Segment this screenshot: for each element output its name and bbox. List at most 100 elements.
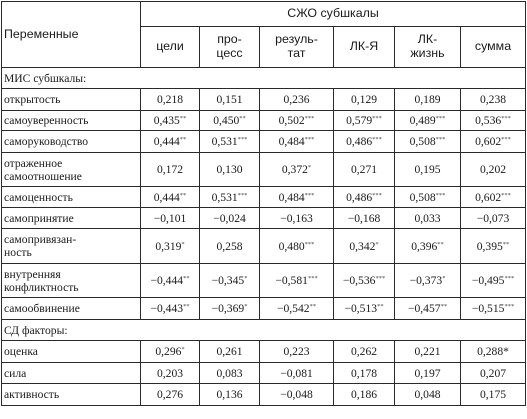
cell-value: 0,197	[414, 366, 441, 380]
cell-value: −0,048	[280, 388, 313, 401]
cell-value: 0,223	[283, 345, 310, 358]
significance-mark: ***	[504, 303, 515, 310]
row-label: саморуководство	[1, 130, 141, 153]
significance-mark: ***	[372, 191, 382, 199]
cell-value: 0,218	[156, 93, 184, 106]
row-label: самоуверенность	[1, 110, 141, 131]
cell-value: 0,271	[350, 163, 378, 176]
cell-value: 0,602	[475, 135, 502, 148]
column-header: резуль-тат	[259, 26, 334, 68]
table-cell: 0,218	[140, 88, 200, 111]
header-row-columns: цели про-цесс резуль-тат ЛК-Я ЛК-жизнь сумма	[2, 26, 527, 68]
cell-value: 0,531	[211, 190, 238, 204]
cell-value: 0,484	[278, 135, 305, 148]
table-cell: 0,083	[199, 362, 260, 384]
cell-value: −0,081	[280, 366, 313, 380]
row-label-text: самоценность	[4, 190, 73, 204]
cell-value: 0,262	[350, 345, 378, 358]
column-header-text: жизнь	[410, 46, 445, 60]
table-cell: 0,288*	[459, 340, 527, 363]
table-cell: 0,262	[333, 340, 395, 363]
column-header-text: ЛК-Я	[349, 39, 379, 54]
cell-value: 0,186	[350, 388, 378, 401]
table-row: самообвинение −0,443** −0,369* −0,542** −0,5…	[1, 297, 527, 320]
section-title: СД факторы:	[0, 319, 527, 341]
table-cell: 0,178	[333, 362, 395, 384]
significance-mark: ***	[307, 275, 318, 282]
cell-value: −0,542	[276, 302, 310, 315]
section-title-text: МИС субшкалы:	[4, 71, 87, 85]
row-label-text: саморуководство	[4, 135, 89, 148]
row-label: оценка	[1, 340, 141, 363]
cell-value: −0,536	[342, 274, 376, 287]
cell-value: −0,024	[213, 211, 246, 225]
cell-value: 0,602	[475, 190, 502, 204]
table-cell: 0,480***	[259, 228, 334, 264]
cell-value: 0,484	[278, 190, 305, 204]
significance-mark: ***	[304, 115, 315, 122]
significance-mark: ***	[375, 275, 386, 282]
table-cell: 0,197	[394, 362, 461, 384]
row-label-text: самопривязан-	[4, 233, 77, 247]
cell-value: −0,345	[211, 274, 245, 287]
table-cell: −0,081	[259, 362, 334, 384]
significance-mark: ***	[435, 191, 446, 199]
table-cell: −0,024	[199, 207, 260, 229]
row-label-text: самоотношение	[4, 169, 82, 183]
table-cell: 0,172	[140, 152, 200, 187]
table-cell: −0,345*	[199, 263, 260, 298]
table-cell: −0,581***	[259, 263, 334, 298]
row-label: самообвинение	[1, 297, 141, 320]
significance-mark: **	[179, 191, 187, 199]
significance-mark: **	[179, 115, 187, 122]
row-label-text: внутренняя	[4, 267, 61, 281]
significance-mark: ***	[501, 191, 511, 199]
cell-value: 0,480	[278, 239, 305, 253]
table-cell: 0,151	[199, 88, 260, 111]
row-label: сила	[1, 362, 141, 384]
section-row: СД факторы:	[0, 319, 527, 341]
cell-value: −0,515	[471, 302, 505, 315]
cell-value: 0,202	[479, 163, 507, 176]
table-cell: 0,602***	[459, 130, 527, 153]
table-cell: 0,486***	[333, 130, 395, 153]
cell-value: 0,276	[156, 388, 184, 401]
table-cell: 0,223	[259, 340, 334, 363]
table-cell: 0,195	[394, 152, 461, 187]
row-label: активность	[1, 383, 141, 406]
table-cell: 0,258	[199, 228, 260, 264]
table-cell: 0,296*	[140, 340, 200, 363]
row-label-text: самопринятие	[4, 211, 74, 225]
cell-value: 0,296	[155, 345, 182, 358]
row-label-text: сила	[4, 366, 27, 380]
header-row-group: Переменные СЖО субшкалы	[1, 1, 527, 68]
table-cell: 0,444**	[140, 130, 200, 153]
significance-mark: ***	[435, 136, 446, 143]
column-header-text: ЛК-	[417, 32, 438, 47]
table-cell: 0,271	[333, 152, 395, 187]
cell-value: 0,579	[346, 114, 373, 127]
table-cell: −0,457**	[394, 297, 461, 320]
table-cell: 0,207	[459, 362, 527, 384]
table-cell: 0,136	[199, 383, 260, 406]
table-cell: 0,189	[394, 88, 461, 111]
row-label: открытость	[1, 88, 141, 111]
table-cell: −0,495***	[459, 263, 527, 298]
cell-value: −0,581	[275, 274, 308, 287]
table-cell: −0,369*	[199, 297, 260, 320]
table-cell: 0,395**	[459, 228, 527, 264]
table-cell: 0,486***	[333, 186, 395, 208]
row-label-text: конфликтность	[4, 280, 79, 294]
table-cell: −0,444**	[140, 263, 200, 298]
table-cell: −0,542**	[259, 297, 334, 320]
significance-mark: *	[307, 164, 312, 171]
cell-value: 0,221	[414, 345, 441, 358]
significance-mark: **	[179, 136, 187, 143]
cell-value: 0,489	[409, 114, 436, 127]
cell-value: 0,151	[216, 93, 243, 106]
cell-value: 0,288*	[477, 345, 509, 358]
significance-mark: **	[502, 240, 510, 248]
header-corner-label: Переменные	[4, 26, 79, 41]
cell-value: 0,342	[349, 239, 376, 253]
table-body: МИС субшкалы: открытость 0,218 0,151 0,236 0,…	[0, 67, 527, 406]
